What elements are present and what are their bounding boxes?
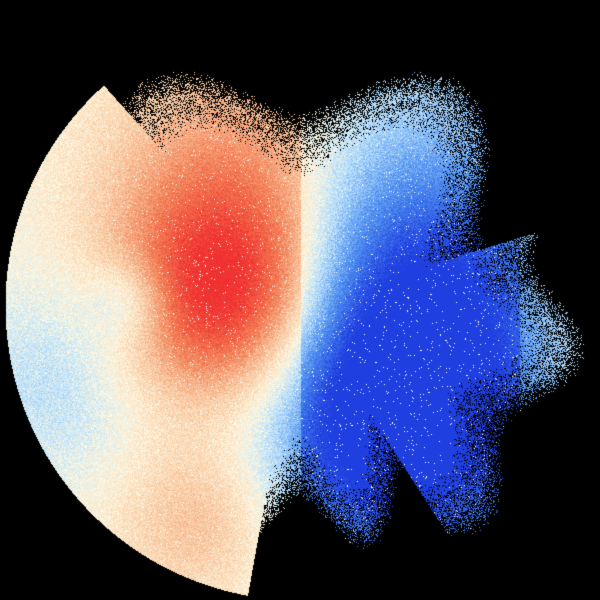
radar-velocity-image <box>0 0 600 600</box>
radar-velocity-display <box>0 0 600 600</box>
